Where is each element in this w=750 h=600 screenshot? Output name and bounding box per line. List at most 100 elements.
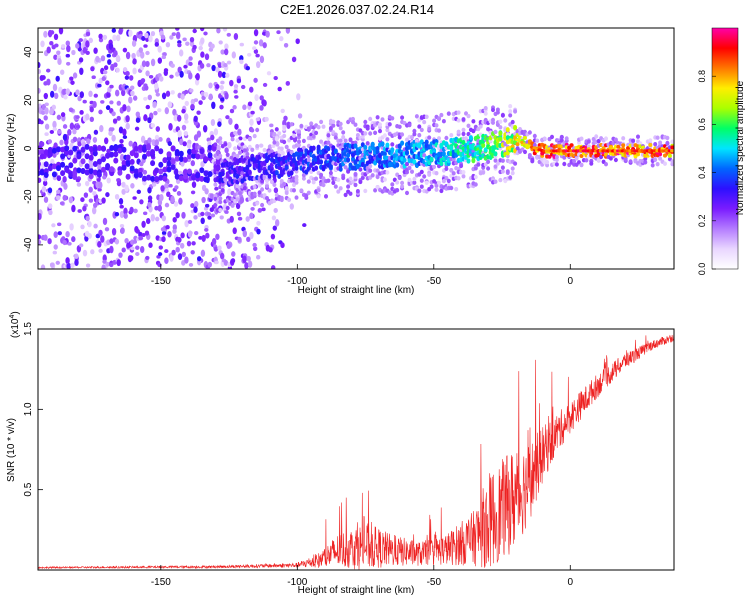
spectrogram-cell: [299, 123, 304, 129]
spectrogram-cell: [164, 107, 169, 115]
spectrogram-cell: [341, 135, 346, 140]
spectrogram-cell: [56, 195, 61, 201]
spectrogram-cell: [88, 186, 93, 193]
spectrogram-cell: [121, 181, 126, 188]
spectrogram-cell: [41, 185, 47, 193]
spectrogram-cell: [326, 133, 331, 138]
spectrogram-cell: [368, 168, 373, 173]
spectrogram-cell: [145, 104, 150, 110]
spectrogram-cell: [262, 193, 267, 198]
spectrogram-cell: [38, 156, 41, 163]
spectrogram-cell: [157, 204, 162, 212]
spectrogram-cell: [287, 197, 292, 202]
spectrogram-cell: [180, 93, 185, 100]
spectrogram-cell: [89, 106, 94, 113]
spectrogram-cell: [279, 179, 284, 184]
spectrogram-cell: [159, 76, 164, 82]
spectrogram-cell: [181, 108, 186, 114]
spectrogram-cell: [206, 63, 211, 68]
spectrogram-cell: [643, 156, 648, 161]
spectrogram-cell: [52, 250, 57, 255]
spectrogram-cell: [338, 126, 343, 131]
spectrogram-cell: [107, 59, 112, 65]
spectrogram-cell: [245, 216, 250, 222]
spectrogram-cell: [181, 124, 187, 131]
spectrogram-cell: [200, 28, 205, 32]
spectrogram-cell: [137, 172, 143, 178]
spectrogram-cell: [282, 124, 287, 130]
spectrogram-cell: [233, 33, 239, 40]
spectrogram-cell: [93, 223, 98, 229]
spectrogram-cell: [203, 176, 209, 183]
spectrogram-cell: [109, 145, 115, 151]
spectrogram-cell: [38, 68, 42, 75]
snr-x-label: Height of straight line (km): [298, 585, 415, 596]
spectrogram-cell: [363, 131, 368, 136]
spectrogram-cell: [532, 142, 537, 148]
spectrogram-cell: [277, 153, 282, 158]
spectrogram-cell: [253, 77, 258, 83]
spectrogram-cell: [246, 236, 251, 243]
spectrogram-cell: [210, 43, 215, 49]
spectrogram-cell: [471, 119, 476, 124]
spectrogram-cell: [77, 141, 82, 147]
spectrogram-cell: [67, 241, 72, 246]
spectrogram-cell: [282, 139, 287, 145]
spectrogram-cell: [43, 196, 49, 203]
spectrogram-cell: [306, 166, 311, 172]
spectrogram-cell: [44, 123, 50, 130]
spectrogram-cell: [591, 136, 596, 142]
spectrogram-cell: [41, 75, 46, 81]
spectrogram-cell: [368, 131, 373, 136]
spectrogram-cell: [412, 180, 417, 185]
spectrogram-cell: [47, 146, 53, 153]
spectrogram-cell: [498, 125, 503, 130]
spectrogram-cell: [363, 144, 368, 150]
spectrogram-cell: [142, 169, 148, 175]
spectrogram-cell: [198, 45, 203, 51]
spectrogram-cell: [226, 60, 232, 65]
spectrogram-cell: [331, 180, 336, 185]
spectrogram-cell: [353, 143, 358, 149]
spectrogram-cell: [80, 158, 86, 165]
spectrogram-cell: [302, 223, 307, 228]
spectrogram-cell: [201, 196, 206, 204]
spectrogram-cell: [456, 129, 461, 134]
spectrogram-cell: [155, 92, 160, 97]
spectrogram-cell: [289, 170, 294, 176]
spectrogram-cell: [132, 58, 137, 65]
spectrogram-cell: [76, 182, 82, 187]
spectrogram-cell: [143, 96, 148, 101]
spectrogram-cell: [643, 160, 648, 165]
spectrogram-cell: [562, 155, 567, 160]
spectrogram-cell: [56, 50, 61, 56]
spectrogram-cell: [297, 129, 301, 134]
spectrogram-cell: [192, 28, 197, 34]
spectrogram-cell: [53, 33, 59, 41]
spectrogram-cell: [121, 164, 127, 171]
spectrogram-cell: [400, 140, 405, 146]
spectrogram-cell: [122, 67, 128, 73]
spectrogram-cell: [316, 188, 321, 193]
spectrogram-cell: [545, 159, 550, 165]
spectrogram-cell: [574, 156, 579, 161]
spectrogram-cell: [147, 137, 152, 144]
spectrogram-cell: [333, 135, 338, 140]
spectrogram-cell: [165, 224, 170, 230]
spectrogram-cell: [390, 142, 395, 147]
spectrogram-cell: [75, 89, 80, 96]
spectrogram-cell: [473, 174, 478, 180]
spectrogram-cell: [85, 180, 90, 187]
spectrogram-cell: [85, 215, 90, 222]
spectrogram-cell: [360, 134, 365, 139]
spectrogram-cell: [130, 85, 135, 90]
spectrogram-cell: [135, 245, 140, 250]
spectrogram-cell: [39, 153, 45, 160]
spectrogram-cell: [184, 89, 189, 95]
spectrogram-cell: [297, 139, 301, 144]
spectrogram-cell: [106, 93, 111, 98]
spectrogram-cell: [203, 31, 208, 36]
spectrogram-cell: [109, 245, 114, 254]
spectrogram-cell: [97, 240, 102, 248]
spectrogram-cell: [79, 91, 85, 99]
